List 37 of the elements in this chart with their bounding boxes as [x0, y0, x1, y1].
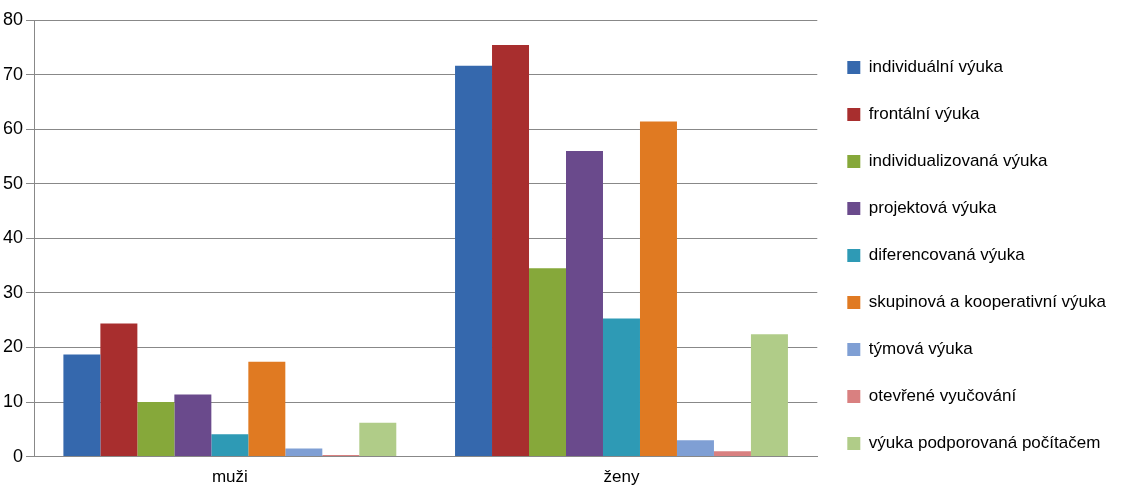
x-tick-label: ženy — [603, 467, 640, 487]
bar — [492, 45, 530, 457]
bar — [639, 121, 677, 457]
bar — [100, 323, 138, 457]
y-tick-label: 0 — [13, 445, 24, 466]
bar — [285, 448, 323, 457]
bar — [566, 150, 603, 457]
legend-label: frontální výuka — [868, 104, 980, 124]
y-tick-label: 40 — [2, 227, 24, 248]
bar — [137, 402, 175, 457]
legend-label: výuka podporovaná počítačem — [868, 433, 1101, 453]
y-tick-label: 80 — [2, 8, 24, 29]
legend-label: otevřené vyučování — [868, 386, 1017, 406]
x-tick-label: muži — [211, 467, 248, 487]
legend-label: projektová výuka — [868, 198, 997, 218]
bar — [63, 354, 101, 457]
bar — [750, 334, 788, 457]
y-tick-label: 20 — [2, 336, 24, 357]
y-tick-label: 70 — [2, 63, 24, 84]
bar — [211, 434, 249, 457]
bar — [248, 361, 286, 457]
y-tick-label: 30 — [2, 281, 24, 302]
legend-label: diferencovaná výuka — [868, 245, 1026, 265]
bar — [713, 451, 751, 457]
legend-label: individuální výuka — [868, 57, 1004, 77]
y-tick-label: 10 — [2, 390, 24, 411]
bar — [455, 65, 493, 457]
bar — [359, 422, 397, 457]
bar — [529, 268, 566, 457]
bar — [676, 440, 714, 457]
bar — [602, 318, 640, 457]
y-tick-label: 60 — [2, 118, 24, 139]
legend-label: týmová výuka — [868, 339, 974, 359]
bar — [174, 394, 212, 457]
y-tick-label: 50 — [2, 172, 24, 193]
legend-label: individualizovaná výuka — [868, 151, 1048, 171]
legend-label: skupinová a kooperativní výuka — [868, 292, 1107, 312]
